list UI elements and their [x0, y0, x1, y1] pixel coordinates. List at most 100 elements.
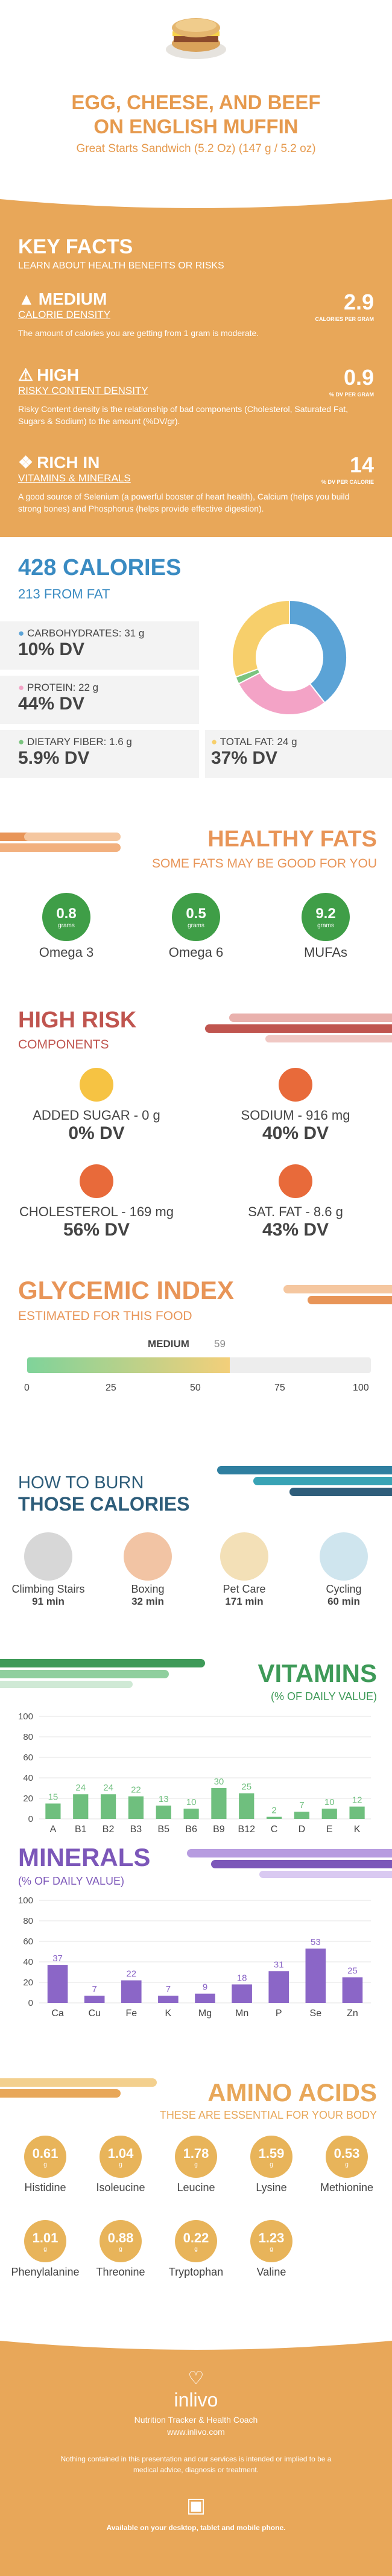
gi-tick: 50 [190, 1383, 201, 1393]
bar [266, 1816, 282, 1819]
fat-mufas: 9.2 grams MUFAs [289, 893, 362, 960]
fat-omega6: 0.5 grams Omega 6 [160, 893, 232, 960]
burn-title-line2: THOSE CALORIES [18, 1493, 190, 1515]
bar [305, 1948, 326, 2003]
footer-wave [0, 2323, 392, 2350]
bar [268, 1971, 289, 2003]
x-tick-label: B2 [103, 1824, 115, 1835]
key-fact-unit: CALORIES PER GRAM [315, 316, 374, 322]
decor-stripes [283, 1285, 392, 1304]
glycemic-value: 59 [214, 1338, 226, 1350]
amino-item: 1.04 g Isoleucine [84, 2136, 157, 2194]
sad-face-icon [279, 1068, 312, 1102]
bar-value-label: 7 [92, 1984, 96, 1994]
bar [321, 1809, 337, 1819]
page-title: EGG, CHEESE, AND BEEF [71, 91, 321, 113]
key-facts-subtitle: LEARN ABOUT HEALTH BENEFITS OR RISKS [18, 261, 224, 271]
bar [128, 1796, 144, 1819]
sad-face-icon [80, 1164, 113, 1198]
x-tick-label: B6 [185, 1824, 197, 1835]
key-fact-vitamins: ❖ RICH IN VITAMINS & MINERALS 14 % DV PER… [18, 452, 374, 515]
x-tick-label: B12 [238, 1824, 256, 1835]
key-fact-label: VITAMINS & MINERALS [18, 472, 131, 484]
x-tick-label: K [165, 2008, 172, 2019]
glycemic-level: MEDIUM [148, 1338, 189, 1350]
bar-value-label: 12 [352, 1795, 362, 1806]
key-fact-unit: % DV PER CALORIE [321, 479, 374, 485]
glycemic-title: GLYCEMIC INDEX [18, 1276, 234, 1304]
bar-value-label: 2 [271, 1806, 276, 1816]
activity-climbing-stairs: Climbing Stairs 91 min [6, 1532, 90, 1608]
bar-value-label: 10 [186, 1797, 197, 1807]
x-tick-label: C [271, 1824, 278, 1835]
key-fact-description: Risky Content density is the relationshi… [18, 404, 349, 426]
x-tick-label: E [326, 1824, 333, 1835]
cycling-icon [320, 1532, 368, 1581]
key-fact-value: 0.9 [343, 365, 374, 390]
bar [156, 1805, 171, 1819]
y-tick-label: 100 [18, 1896, 33, 1906]
footer-url[interactable]: www.inlivo.com [167, 2427, 225, 2437]
donut-slice [289, 599, 347, 704]
minerals-subtitle: (% OF DAILY VALUE) [18, 1875, 125, 1887]
y-tick-label: 80 [23, 1732, 33, 1742]
healthy-fats-subtitle: SOME FATS MAY BE GOOD FOR YOU [151, 857, 377, 871]
burn-section: HOW TO BURN THOSE CALORIES Climbing Stai… [0, 1448, 392, 1653]
header: EGG, CHEESE, AND BEEF ON ENGLISH MUFFIN … [0, 0, 392, 181]
y-tick-label: 100 [18, 1712, 33, 1722]
macro-protein: ● PROTEIN: 22 g 44% DV [18, 682, 99, 714]
decor-stripes [0, 2078, 157, 2098]
amino-item: 0.53 g Methionine [311, 2136, 383, 2194]
macro-donut-chart [232, 599, 347, 715]
bar-value-label: 22 [131, 1785, 141, 1795]
decor-stripes [205, 1014, 392, 1042]
bar-value-label: 25 [241, 1782, 251, 1792]
amino-item: 1.01 g Phenylalanine [9, 2220, 81, 2279]
footer: ♡ inlivo Nutrition Tracker & Health Coac… [0, 2323, 392, 2576]
high-risk-subtitle: COMPONENTS [18, 1038, 109, 1052]
donut-slice [232, 599, 290, 678]
amino-item: 0.61 g Histidine [9, 2136, 81, 2194]
x-tick-label: Se [310, 2008, 322, 2019]
amino-item: 0.22 g Tryptophan [160, 2220, 232, 2279]
risk-added-sugar: ADDED SUGAR - 0 g 0% DV [9, 1068, 184, 1144]
vitamins-section: VITAMINS (% OF DAILY VALUE) 0 20 40 60 80 100… [0, 1653, 392, 1840]
activity-pet-care: Pet Care 171 min [202, 1532, 286, 1608]
gi-tick: 25 [106, 1383, 116, 1393]
sad-face-icon [279, 1164, 312, 1198]
x-tick-label: A [50, 1824, 57, 1835]
amino-title: AMINO ACIDS [207, 2078, 377, 2107]
bar [121, 1980, 142, 2003]
vitamins-title: VITAMINS [258, 1659, 377, 1687]
bar-value-label: 13 [159, 1794, 169, 1804]
key-facts-title: KEY FACTS [18, 235, 133, 258]
key-fact-label: RISKY CONTENT DENSITY [18, 385, 148, 396]
bar [84, 1996, 105, 2003]
amino-item: 1.78 g Leucine [160, 2136, 232, 2194]
risk-cholesterol: CHOLESTEROL - 169 mg 56% DV [9, 1164, 184, 1240]
brand-name: inlivo [174, 2389, 218, 2411]
healthy-fats-section: HEALTHY FATS SOME FATS MAY BE GOOD FOR Y… [0, 820, 392, 1001]
y-tick-label: 20 [23, 1794, 33, 1804]
decor-stripes [0, 833, 121, 852]
x-tick-label: B3 [130, 1824, 142, 1835]
bar [100, 1794, 116, 1819]
devices-icon: ▣ [186, 2494, 206, 2517]
x-tick-label: B5 [157, 1824, 169, 1835]
key-fact-description: A good source of Selenium (a powerful bo… [18, 492, 350, 513]
key-fact-risky-content: ⚠ HIGH RISKY CONTENT DENSITY 0.9 % DV PER… [18, 365, 374, 427]
minerals-bar-chart: 0 20 40 60 80 100 37 Ca 7 Cu 22 Fe 7 K 9 Mg 18 Mn 31 P 53 Se 2… [18, 1896, 371, 2019]
x-tick-label: K [354, 1824, 361, 1835]
stairs-icon [24, 1532, 72, 1581]
bar-value-label: 7 [299, 1800, 304, 1810]
key-fact-level: HIGH [37, 365, 80, 384]
macro-fiber: ● DIETARY FIBER: 1.6 g 5.9% DV [18, 736, 132, 768]
bar [47, 1965, 68, 2003]
y-tick-label: 0 [28, 1814, 33, 1824]
warning-icon: ⚠ [18, 366, 34, 384]
vitamins-bar-chart: 0 20 40 60 80 100 15 A 24 B1 24 B2 22 B3 13 B5 10 B6 30 B9 2… [18, 1712, 371, 1835]
bar-value-label: 9 [203, 1982, 207, 1993]
glycemic-fill [27, 1357, 230, 1373]
x-tick-label: Ca [51, 2008, 64, 2019]
fat-omega3: 0.8 grams Omega 3 [30, 893, 103, 960]
